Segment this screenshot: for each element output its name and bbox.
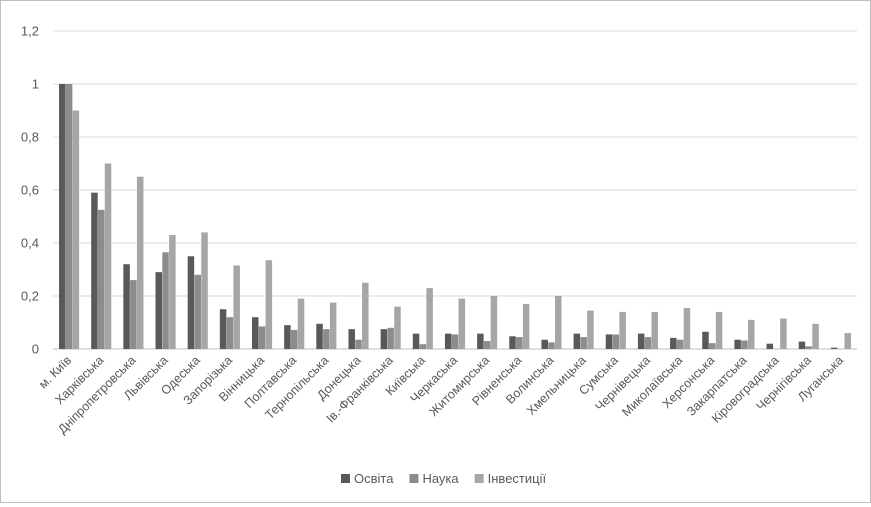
bar [59,84,66,349]
y-tick-label: 0,2 [21,289,39,304]
legend-swatch [341,474,350,483]
bar [490,296,498,349]
bar [734,339,741,349]
y-tick-label: 0 [32,342,39,357]
bar [130,280,137,349]
bar [219,309,227,349]
bar [805,346,813,349]
bar [605,334,613,349]
bar [201,232,208,349]
bar [316,323,323,349]
bar [412,333,420,349]
bar [297,298,305,349]
bar [194,274,201,349]
y-tick-label: 1,2 [21,24,39,39]
bar [290,329,298,349]
bar [444,333,452,349]
bar [587,310,594,349]
bar [104,163,112,349]
bar [187,256,195,349]
bar [522,303,530,349]
bar [362,282,369,349]
bar [265,260,273,349]
bar [355,339,362,349]
bar [348,329,355,350]
bar [741,340,748,349]
y-tick-label: 0,4 [21,236,39,251]
legend-swatch [474,474,484,483]
bar [509,336,516,349]
bar [683,307,691,349]
bar [284,325,291,349]
bar [676,339,684,349]
bar [72,110,80,349]
bar [65,84,73,349]
bar [637,333,645,349]
bar [483,341,491,349]
bar [136,176,144,349]
bar [233,265,240,349]
bar [812,323,819,349]
bar [516,337,523,349]
bar [612,334,620,349]
bar [644,337,652,349]
bar [226,317,234,349]
legend-swatch [409,474,419,483]
y-tick-label: 1 [32,77,39,92]
bar [91,192,98,349]
bar [123,264,130,349]
bar [419,344,427,349]
bar [715,311,723,349]
bar [766,343,774,349]
bar [555,296,562,349]
bar [394,306,401,349]
bar [573,333,581,349]
legend: Освіта Наука Інвестиції [341,471,546,486]
bar [251,317,259,349]
bar [387,327,394,349]
bar [426,288,433,349]
legend-label: Наука [422,471,459,486]
bar [651,311,659,349]
bar [798,341,806,349]
legend-label: Інвестиції [488,471,547,486]
bars [59,84,851,350]
x-axis-labels: м. КиївХарківськаДніпропетровськаЛьвівсь… [36,353,846,436]
bar [380,329,388,350]
bar [97,209,105,349]
bar [747,319,755,349]
bar [619,311,626,349]
bar [451,334,459,349]
bar [709,343,716,349]
bar [780,318,787,349]
bar [830,347,838,349]
bar [541,339,548,349]
bar [323,329,330,350]
bar [169,235,176,349]
bar [548,342,555,350]
bar [702,331,709,349]
bar [458,298,466,349]
bar [162,252,169,349]
bar [258,326,266,349]
bar [844,333,851,349]
gridlines [53,30,857,350]
bar [670,337,677,349]
legend-label: Освіта [354,471,394,486]
y-tick-label: 0,8 [21,130,39,145]
bar [477,333,484,349]
bar [155,272,163,349]
y-axis-ticks: 0 0,2 0,4 0,6 0,8 1 1,2 [21,24,39,357]
bar [580,337,587,349]
y-tick-label: 0,6 [21,183,39,198]
bar [329,302,337,350]
